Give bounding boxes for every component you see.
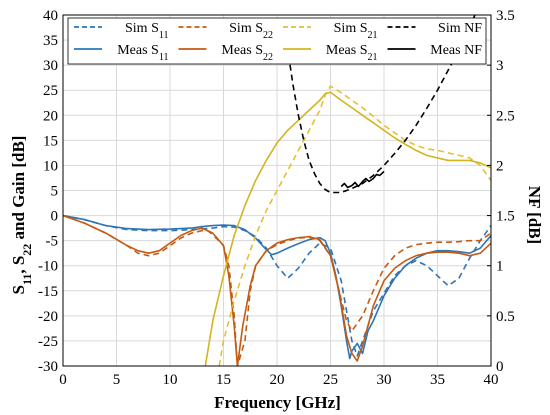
x-tick-label: 5 <box>113 372 121 388</box>
x-tick-label: 10 <box>163 372 178 388</box>
series-line-7 <box>340 170 385 189</box>
series-line-4 <box>218 85 491 366</box>
series-line-3 <box>63 214 491 366</box>
legend-label: Meas S22 <box>221 43 273 63</box>
y-right-tick-label: 2.5 <box>496 108 515 124</box>
y-left-tick-label: -25 <box>38 334 58 350</box>
y-right-tick-label: 0 <box>496 359 504 375</box>
legend-box <box>67 17 487 65</box>
y-left-tick-label: -20 <box>38 309 58 325</box>
legend-label: Meas S11 <box>117 43 168 63</box>
series-line-6 <box>284 15 476 194</box>
legend-label: Sim NF <box>438 21 482 36</box>
series-layer <box>63 15 491 366</box>
x-tick-label: 15 <box>216 372 231 388</box>
legend-label: Meas S21 <box>326 43 378 63</box>
y-left-tick-label: 35 <box>43 33 58 49</box>
axes <box>62 14 492 367</box>
y-left-tick-label: -10 <box>38 259 58 275</box>
series-line-5 <box>204 91 491 366</box>
plot-frame <box>62 14 492 367</box>
y-right-tick-label: 3.5 <box>496 8 515 24</box>
y-right-tick-label: 0.5 <box>496 309 515 325</box>
y-left-tick-label: 10 <box>43 158 58 174</box>
x-tick-label: 30 <box>377 372 392 388</box>
x-tick-label: 40 <box>484 372 499 388</box>
y-right-tick-label: 3 <box>496 58 504 74</box>
y-left-tick-label: -15 <box>38 284 58 300</box>
y-right-tick-label: 1.5 <box>496 209 515 225</box>
legend-label: Sim S11 <box>125 21 169 41</box>
x-axis-label: Frequency [GHz] <box>214 393 341 412</box>
legend-label: Sim S22 <box>229 21 273 41</box>
x-tick-label: 35 <box>430 372 445 388</box>
legend: Sim S11 Sim S22 Sim S21 Sim NF Meas S11 Meas … <box>67 17 487 65</box>
y-axis-label-right: NF [dB] <box>525 186 544 244</box>
y-axis-label-left: S11, S22 and Gain [dB] <box>9 136 34 295</box>
legend-label: Sim S21 <box>334 21 378 41</box>
y-left-tick-label: 30 <box>43 58 58 74</box>
y-left-tick-label: 40 <box>43 8 58 24</box>
tick-labels: 0 5 10 15 20 25 30 35 40-30-25-20-15-10-50510152… <box>38 8 515 388</box>
y-right-tick-label: 2 <box>496 158 504 174</box>
series-line-0 <box>63 214 491 357</box>
y-left-tick-label: -5 <box>46 234 59 250</box>
y-left-tick-label: 15 <box>43 133 58 149</box>
y-left-tick-label: 0 <box>51 209 59 225</box>
legend-label: Meas NF <box>430 43 482 58</box>
y-left-tick-label: 5 <box>51 184 59 200</box>
y-left-tick-label: -30 <box>38 359 58 375</box>
x-tick-label: 0 <box>59 372 67 388</box>
x-tick-label: 25 <box>323 372 338 388</box>
series-line-1 <box>63 214 491 360</box>
y-left-tick-label: 20 <box>43 108 58 124</box>
y-right-tick-label: 1 <box>496 259 504 275</box>
x-tick-label: 20 <box>270 372 285 388</box>
y-left-tick-label: 25 <box>43 83 58 99</box>
